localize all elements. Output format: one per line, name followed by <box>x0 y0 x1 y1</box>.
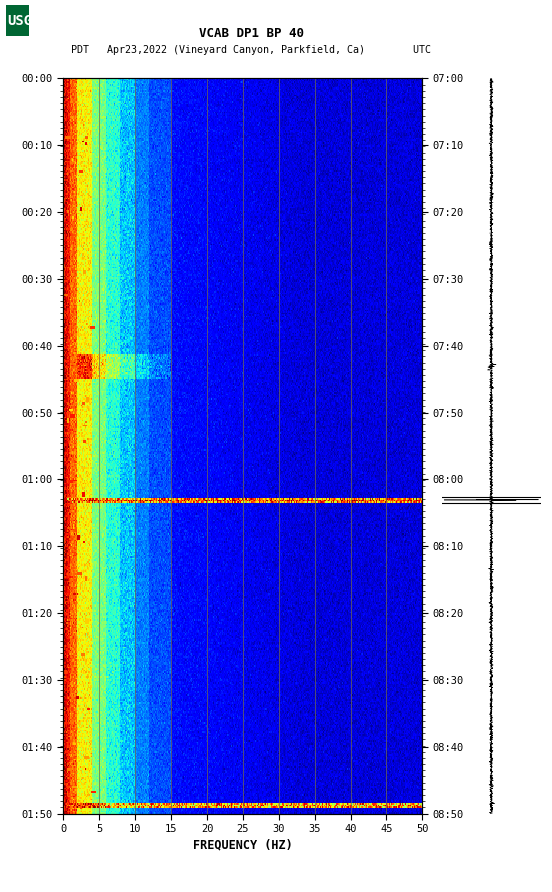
X-axis label: FREQUENCY (HZ): FREQUENCY (HZ) <box>193 838 293 851</box>
Bar <box>6 4 29 37</box>
Text: PDT   Apr23,2022 (Vineyard Canyon, Parkfield, Ca)        UTC: PDT Apr23,2022 (Vineyard Canyon, Parkfie… <box>71 45 431 55</box>
Text: USGS: USGS <box>7 13 40 28</box>
Text: VCAB DP1 BP 40: VCAB DP1 BP 40 <box>199 28 304 40</box>
